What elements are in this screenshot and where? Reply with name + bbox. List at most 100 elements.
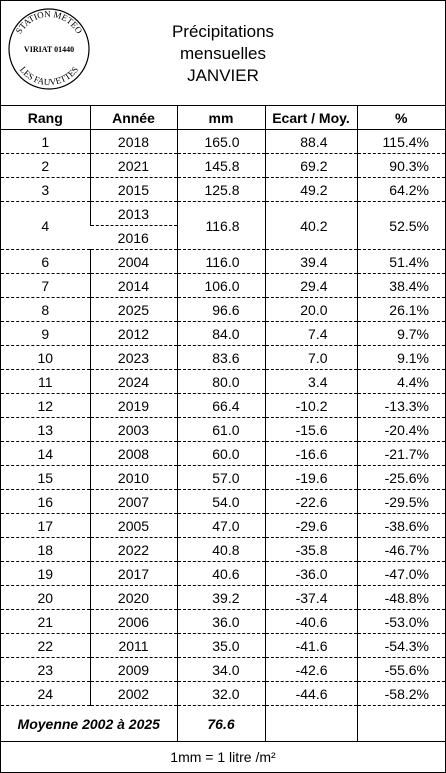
title: Précipitations mensuelles JANVIER (1, 21, 445, 87)
mm-cell: 145.8 (176, 153, 265, 178)
ranking-table: Rang Année mm Ecart / Moy.% 1 2018 165.0 88.4 1… (1, 106, 445, 742)
mm-cell: 54.0 (176, 489, 265, 514)
footer: 1mm = 1 litre /m² (170, 749, 276, 765)
mm-cell: 47.0 (176, 513, 265, 538)
table-row: 6 2004 116.0 39.4 51.4% (1, 249, 445, 274)
mm-cell: 61.0 (176, 417, 265, 442)
year-cell: 2017 (89, 561, 177, 586)
ecart-cell: -42.6 (264, 657, 357, 682)
mm-cell: 34.0 (176, 657, 265, 682)
mm-cell: 125.8 (176, 177, 265, 202)
table-row: 12 2019 66.4 -10.2 -13.3% (1, 393, 445, 418)
table-row: 22 2011 35.0 -41.6 -54.3% (1, 633, 445, 658)
table-row: 24 2002 32.0 -44.6 -58.2% (1, 681, 445, 706)
pct-cell: -29.5% (356, 489, 445, 514)
ecart-cell: 20.0 (264, 297, 357, 322)
title-line: Précipitations (171, 22, 275, 41)
rank-cell: 11 (1, 369, 90, 394)
pct-cell: -54.3% (356, 633, 445, 658)
ecart-cell: -44.6 (264, 681, 357, 706)
pct-cell: -13.3% (356, 393, 445, 418)
ecart-cell: -10.2 (264, 393, 357, 418)
table-row: 2016 (1, 225, 445, 250)
pct-cell: 52.5% (356, 201, 445, 250)
pct-cell: -53.0% (356, 609, 445, 634)
ecart-cell: 40.2 (264, 201, 357, 250)
rank-cell: 15 (1, 465, 90, 490)
mm-cell: 57.0 (176, 465, 265, 490)
rank-cell: 21 (1, 609, 90, 634)
table-row: 16 2007 54.0 -22.6 -29.5% (1, 489, 445, 514)
column-header: % (356, 106, 445, 130)
stamp-middle: VIRIAT 01440 (24, 45, 74, 54)
stamp: STATION METEO VIRIAT 01440 LES FAUVETTES (8, 8, 90, 90)
year-cell: 2023 (89, 345, 177, 370)
ecart-cell: 7.4 (264, 321, 357, 346)
rank-cell: 24 (1, 681, 90, 706)
column-header: Ecart / Moy. (264, 106, 357, 130)
ecart-cell: -35.8 (264, 537, 357, 562)
pct-cell: 4.4% (356, 369, 445, 394)
rank-cell: 2 (1, 153, 90, 178)
header-row: Rang Année mm Ecart / Moy.% (1, 106, 445, 130)
year-cell: 2016 (90, 225, 177, 250)
table-row: 11 2024 80.0 3.4 4.4% (1, 369, 445, 394)
title-line: JANVIER (187, 66, 259, 85)
table-row: 20 2020 39.2 -37.4 -48.8% (1, 585, 445, 610)
ecart-cell: 29.4 (264, 273, 357, 298)
table-row: 3 2015 125.8 49.2 64.2% (1, 177, 445, 202)
year-cell: 2005 (89, 513, 177, 538)
rank-cell: 7 (1, 273, 90, 298)
average-label: Moyenne 2002 à 2025 (1, 705, 177, 742)
year-cell: 2007 (89, 489, 177, 514)
pct-cell: 115.4% (356, 129, 445, 154)
table-row: 4 2013 116.8 40.2 52.5% (1, 201, 445, 250)
year-cell: 2004 (89, 249, 177, 274)
year-cell: 2009 (89, 657, 177, 682)
table-row: 13 2003 61.0 -15.6 -20.4% (1, 417, 445, 442)
pct-cell: -38.6% (356, 513, 445, 538)
mm-cell: 96.6 (176, 297, 265, 322)
ecart-cell: -37.4 (264, 585, 357, 610)
rank-cell: 22 (1, 633, 90, 658)
year-cell: 2010 (89, 465, 177, 490)
empty-cell (264, 705, 357, 742)
ecart-cell: -16.6 (264, 441, 357, 466)
table-row: 18 2022 40.8 -35.8 -46.7% (1, 537, 445, 562)
mm-cell: 39.2 (176, 585, 265, 610)
ecart-cell: 3.4 (264, 369, 357, 394)
rank-cell: 20 (1, 585, 90, 610)
mm-cell: 35.0 (176, 633, 265, 658)
empty-cell (356, 705, 445, 742)
ecart-cell: -29.6 (264, 513, 357, 538)
rank-cell: 1 (1, 129, 90, 154)
pct-cell: -46.7% (356, 537, 445, 562)
average-row: Moyenne 2002 à 2025 76.6 (1, 705, 445, 742)
pct-cell: -25.6% (356, 465, 445, 490)
average-mm: 76.6 (176, 705, 265, 742)
mm-cell: 83.6 (176, 345, 265, 370)
table-row: 2 2021 145.8 69.2 90.3% (1, 153, 445, 178)
column-header: Année (89, 106, 177, 130)
rank-cell: 3 (1, 177, 90, 202)
ecart-cell: -36.0 (264, 561, 357, 586)
year-cell: 2008 (89, 441, 177, 466)
header: STATION METEO VIRIAT 01440 LES FAUVETTES… (1, 1, 445, 106)
pct-cell: -47.0% (356, 561, 445, 586)
year-cell: 2024 (89, 369, 177, 394)
year-cell: 2006 (89, 609, 177, 634)
table-row: 15 2010 57.0 -19.6 -25.6% (1, 465, 445, 490)
table-row: 10 2023 83.6 7.0 9.1% (1, 345, 445, 370)
mm-cell: 116.8 (176, 201, 265, 250)
rank-cell: 16 (1, 489, 90, 514)
year-cell: 2018 (89, 129, 177, 154)
year-cell: 2014 (89, 273, 177, 298)
table-row: 1 2018 165.0 88.4 115.4% (1, 129, 445, 154)
mm-cell: 36.0 (176, 609, 265, 634)
pct-cell: 38.4% (356, 273, 445, 298)
table-row: 23 2009 34.0 -42.6 -55.6% (1, 657, 445, 682)
ecart-cell: 7.0 (264, 345, 357, 370)
rank-cell: 19 (1, 561, 90, 586)
ecart-cell: 88.4 (264, 129, 357, 154)
